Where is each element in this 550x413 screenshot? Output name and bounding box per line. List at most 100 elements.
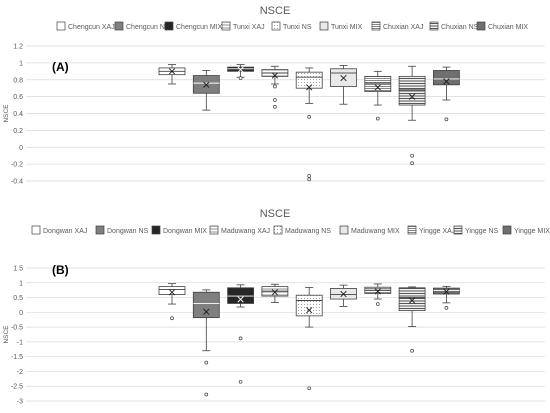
- box-chuxian-xaj: [364, 70, 392, 121]
- legend-swatch: [407, 225, 417, 235]
- panel-b: NSCE Dongwan XAJ Dongwan NS Dongwan MIX Madu…: [3, 208, 550, 406]
- box-dongwan-ns: [192, 289, 220, 397]
- box-dongwan-xaj: [158, 283, 186, 321]
- mean-marker: [203, 308, 210, 315]
- box-chuxian-ns: [398, 65, 426, 166]
- legend-swatch: [209, 225, 219, 235]
- outlier-point: [375, 116, 380, 121]
- legend-label: Dongwan NS: [107, 228, 149, 235]
- y-tick-label: -0.5: [11, 325, 23, 332]
- outlier-point: [273, 104, 277, 109]
- y-tick-label: 0: [19, 310, 23, 317]
- box-yingge-xaj: [364, 283, 392, 306]
- mean-marker: [340, 290, 347, 298]
- box-dongwan-mix: [227, 284, 255, 384]
- mean-marker: [237, 296, 244, 303]
- legend-swatch: [56, 21, 66, 31]
- y-tick-label: 0.5: [13, 295, 23, 302]
- legend-label: Maduwang MIX: [351, 228, 400, 235]
- legend-label: Chuxian XAJ: [383, 24, 423, 31]
- y-tick-label: -1.5: [11, 354, 23, 361]
- panel-a: NSCE Chengcun XAJ Chengcun NS Chengcun MIX T…: [3, 5, 545, 186]
- outlier-point: [444, 306, 449, 310]
- box-iqr: [192, 291, 220, 319]
- legend-swatch: [476, 21, 486, 31]
- mean-marker: [168, 68, 176, 75]
- box-maduwang-ns: [295, 287, 323, 391]
- legend-label: Dongwan MIX: [163, 228, 207, 235]
- box-chengcun-mix: [227, 64, 255, 80]
- box-iqr: [158, 286, 186, 295]
- y-tick-label: 1.2: [13, 44, 23, 51]
- legend-swatch: [221, 21, 231, 31]
- box-chengcun-xaj: [158, 64, 186, 85]
- chart-title: NSCE: [260, 208, 291, 220]
- box-maduwang-mix: [330, 284, 357, 307]
- box-iqr: [398, 287, 426, 311]
- outlier-point: [410, 348, 414, 353]
- mean-marker: [408, 93, 416, 100]
- mean-marker: [237, 66, 244, 73]
- y-tick-label: -2.5: [11, 384, 23, 391]
- legend-label: Chengcun NS: [126, 24, 170, 31]
- legend-label: Tunxi NS: [283, 24, 312, 31]
- outlier-point: [307, 177, 312, 182]
- legend-swatch: [164, 21, 174, 31]
- panel-label: (B): [52, 263, 69, 277]
- y-tick-label: 0.6: [13, 94, 23, 101]
- legend-swatch: [271, 21, 281, 31]
- y-axis-label: NSCE: [3, 325, 10, 344]
- legend-swatch: [31, 225, 41, 235]
- legend-label: Chuxian NS: [441, 24, 479, 31]
- outlier-point: [307, 174, 312, 178]
- legend-label: Chuxian MIX: [488, 24, 528, 31]
- outlier-point: [238, 379, 243, 384]
- box-iqr: [295, 294, 323, 317]
- box-maduwang-xaj: [261, 283, 289, 303]
- box-iqr: [432, 70, 460, 86]
- outlier-point: [375, 302, 380, 306]
- mean-marker: [271, 289, 279, 296]
- legend-swatch: [429, 21, 439, 31]
- outlier-point: [238, 76, 243, 80]
- outlier-point: [170, 316, 174, 321]
- box-yingge-mix: [432, 285, 460, 310]
- mean-marker: [340, 74, 347, 82]
- outlier-point: [238, 336, 243, 341]
- legend-label: Chengcun XAJ: [68, 24, 115, 31]
- legend-swatch: [151, 225, 161, 235]
- outlier-point: [444, 117, 449, 122]
- box-yingge-ns: [398, 286, 426, 353]
- y-tick-label: 0.4: [13, 111, 23, 118]
- box-iqr: [364, 75, 392, 92]
- y-tick-label: -3: [17, 399, 23, 406]
- y-tick-label: 1: [19, 60, 23, 67]
- legend-swatch: [371, 21, 381, 31]
- mean-marker: [306, 307, 313, 314]
- y-axis-label: NSCE: [3, 104, 10, 123]
- mean-marker: [203, 81, 210, 88]
- y-tick-label: 0.2: [13, 128, 23, 135]
- legend-label: Maduwang NS: [285, 228, 331, 235]
- box-tunxi-xaj: [261, 65, 289, 109]
- legend-label: Tunxi MIX: [331, 24, 363, 31]
- box-tunxi-ns: [295, 67, 323, 182]
- y-tick-label: -2: [17, 369, 23, 376]
- legend-swatch: [114, 21, 124, 31]
- legend-label: Dongwan XAJ: [43, 228, 87, 235]
- legend-label: Maduwang XAJ: [221, 228, 270, 235]
- box-iqr: [398, 75, 426, 106]
- mean-marker: [408, 297, 416, 304]
- mean-marker: [443, 78, 450, 85]
- mean-marker: [374, 84, 381, 91]
- mean-marker: [168, 289, 176, 296]
- outlier-point: [273, 84, 277, 89]
- legend-label: Yingge XAJ: [419, 228, 455, 235]
- legend-swatch: [502, 225, 512, 235]
- mean-marker: [306, 84, 313, 91]
- box-chengcun-ns: [192, 70, 220, 111]
- legend-label: Chengcun MIX: [176, 24, 223, 31]
- y-tick-label: 0: [19, 145, 23, 152]
- mean-marker: [374, 288, 381, 295]
